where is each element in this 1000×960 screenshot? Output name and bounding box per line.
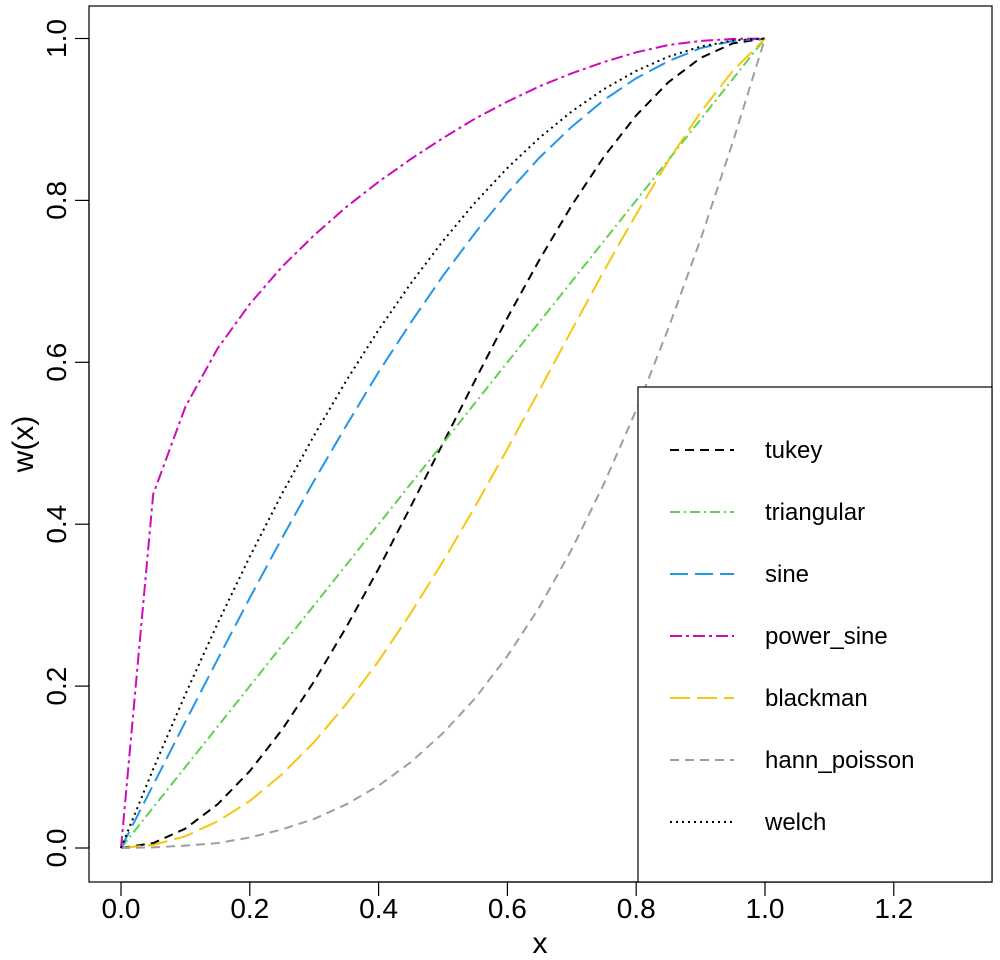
series-line-welch bbox=[120, 37, 766, 849]
legend-label-sine: sine bbox=[765, 561, 809, 588]
series-line-sine bbox=[120, 37, 766, 849]
legend-label-triangular: triangular bbox=[765, 499, 865, 526]
x-axis-title: x bbox=[533, 927, 548, 960]
y-tick-label: 0.2 bbox=[41, 667, 72, 706]
x-tick-label: 0.4 bbox=[359, 893, 398, 924]
legend-label-welch: welch bbox=[764, 809, 826, 836]
legend-label-power-sine: power_sine bbox=[765, 623, 888, 650]
x-tick-label: 0.0 bbox=[102, 893, 141, 924]
x-tick-label: 1.0 bbox=[746, 893, 785, 924]
y-tick-label: 0.8 bbox=[41, 181, 72, 220]
series-line-blackman bbox=[120, 37, 766, 849]
x-tick-label: 0.6 bbox=[488, 893, 527, 924]
y-axis-title: w(x) bbox=[7, 416, 40, 474]
x-tick-label: 0.8 bbox=[617, 893, 656, 924]
x-axis: 0.0 0.2 0.4 0.6 0.8 1.0 1.2 bbox=[102, 881, 913, 924]
legend-label-hann-poisson: hann_poisson bbox=[765, 747, 914, 774]
y-axis: 0.0 0.2 0.4 0.6 0.8 1.0 bbox=[41, 19, 90, 868]
legend-label-blackman: blackman bbox=[765, 685, 868, 712]
legend-label-tukey: tukey bbox=[765, 437, 822, 464]
series-layer bbox=[120, 37, 766, 849]
series-line-power-sine bbox=[120, 37, 766, 849]
series-line-triangular bbox=[120, 37, 766, 849]
x-tick-label: 1.2 bbox=[874, 893, 913, 924]
legend-box bbox=[637, 386, 993, 883]
y-tick-label: 1.0 bbox=[41, 19, 72, 58]
y-tick-label: 0.4 bbox=[41, 505, 72, 544]
y-tick-label: 0.0 bbox=[41, 829, 72, 868]
series-line-tukey bbox=[120, 37, 766, 849]
y-tick-label: 0.6 bbox=[41, 343, 72, 382]
legend: tukey triangular sine power_sine blackman han… bbox=[637, 386, 993, 883]
x-tick-label: 0.2 bbox=[230, 893, 269, 924]
series-line-hann-poisson bbox=[120, 38, 766, 849]
